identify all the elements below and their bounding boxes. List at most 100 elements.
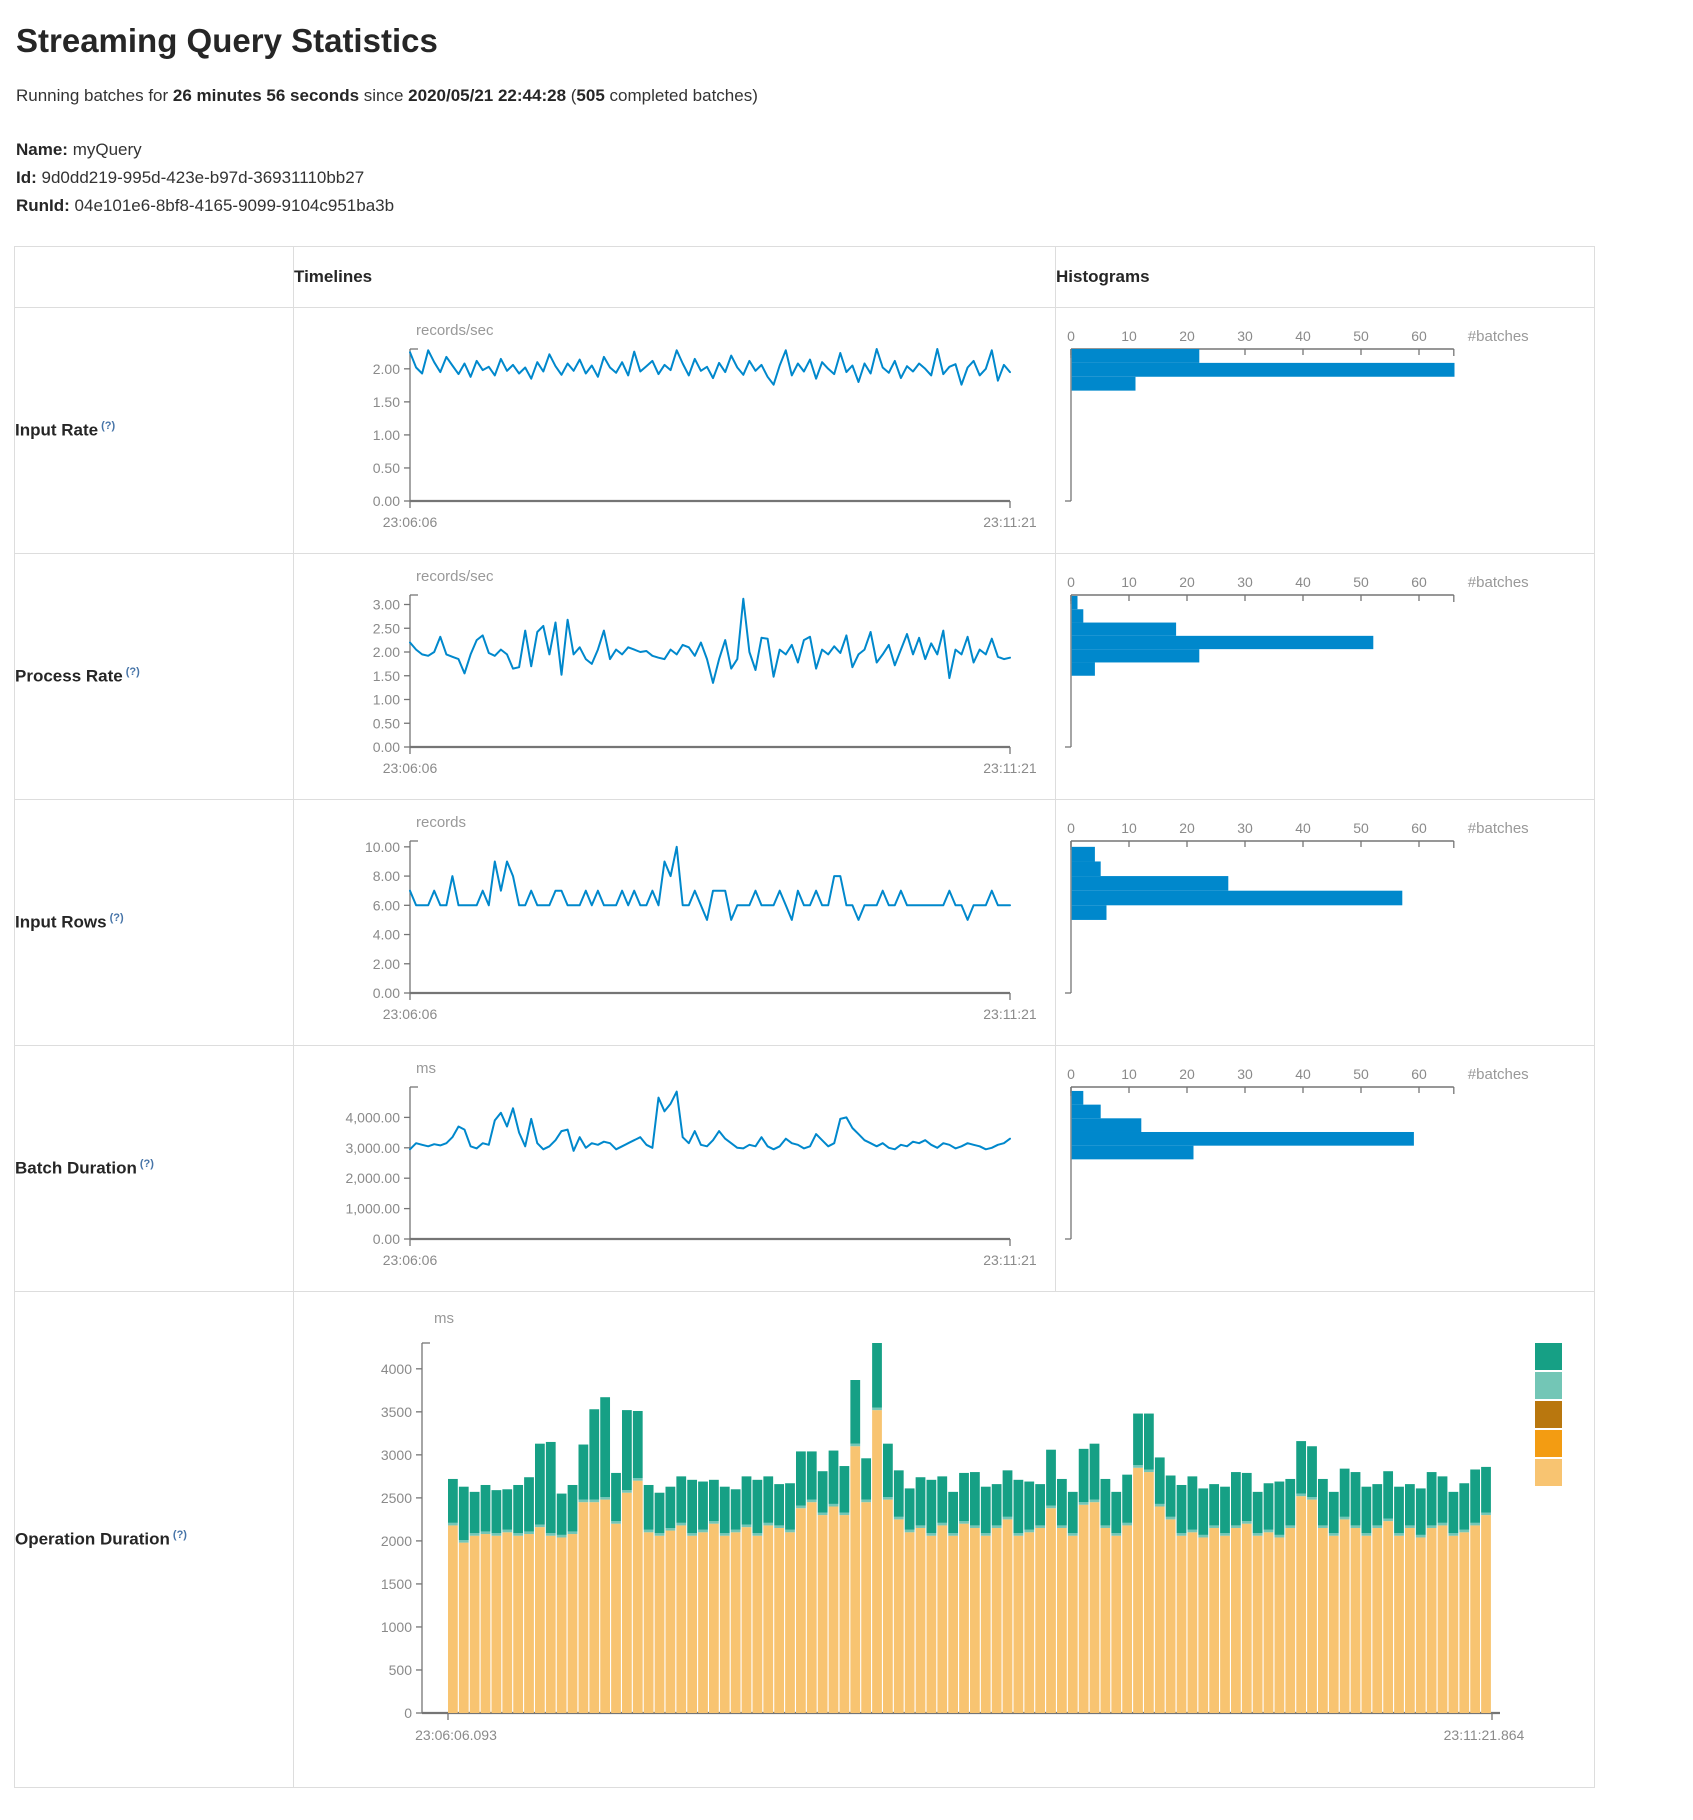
query-metadata: Name: myQuery Id: 9d0dd219-995d-423e-b97… <box>16 136 1693 220</box>
svg-text:2.50: 2.50 <box>373 620 400 636</box>
input-rows-timeline-cell: records 0.00 2.00 4.00 6.00 8.00 10.00 23:06:06… <box>293 799 1056 1046</box>
svg-text:40: 40 <box>1295 328 1311 344</box>
help-icon[interactable]: (?) <box>125 666 140 679</box>
summary-suffix: completed batches) <box>604 86 758 105</box>
svg-text:60: 60 <box>1411 574 1427 590</box>
svg-text:0.50: 0.50 <box>373 459 400 475</box>
metric-label: Process Rate <box>15 666 123 686</box>
operation-duration-stacked-chart: ms 0 500 1000 1500 2000 2500 3000 3500 4000 23:06:… <box>381 1310 1562 1743</box>
svg-text:0: 0 <box>404 1705 412 1721</box>
input-rate-timeline-cell: records/sec 0.00 0.50 1.00 1.50 2.00 23:06:06 2… <box>293 307 1056 554</box>
svg-text:50: 50 <box>1353 574 1369 590</box>
svg-text:10: 10 <box>1121 820 1137 836</box>
svg-text:2.00: 2.00 <box>373 955 400 971</box>
svg-text:60: 60 <box>1411 328 1427 344</box>
timelines-header: Timelines <box>293 246 1056 308</box>
input-rows-label-cell: Input Rows (?) <box>14 799 294 1046</box>
batch-duration-label-cell: Batch Duration (?) <box>14 1045 294 1292</box>
svg-text:2.00: 2.00 <box>373 644 400 660</box>
table-header-row: Timelines Histograms <box>14 246 1595 308</box>
help-icon[interactable]: (?) <box>101 420 116 433</box>
svg-text:0.00: 0.00 <box>373 1231 400 1247</box>
svg-text:23:06:06: 23:06:06 <box>383 1006 438 1022</box>
svg-text:#batches: #batches <box>1468 574 1529 591</box>
running-duration: 26 minutes 56 seconds <box>172 86 360 105</box>
svg-text:6.00: 6.00 <box>373 897 400 913</box>
start-timestamp: 2020/05/21 22:44:28 <box>408 86 567 105</box>
svg-text:2,000.00: 2,000.00 <box>346 1170 401 1186</box>
help-icon[interactable]: (?) <box>139 1158 154 1171</box>
batch-duration-timeline-cell: ms 0.00 1,000.00 2,000.00 3,000.00 4,000.00 23… <box>293 1045 1056 1292</box>
batch-duration-histogram-chart: 0 10 20 30 40 50 60 #batches <box>1065 1066 1529 1240</box>
input-rows-timeline-chart: records 0.00 2.00 4.00 6.00 8.00 10.00 23:06:06… <box>365 814 1037 1022</box>
svg-text:3,000.00: 3,000.00 <box>346 1139 401 1155</box>
svg-text:30: 30 <box>1237 328 1253 344</box>
svg-text:records/sec: records/sec <box>416 568 494 585</box>
svg-text:50: 50 <box>1353 1066 1369 1082</box>
metric-label: Batch Duration <box>15 1158 137 1178</box>
summary-mid: since <box>359 86 409 105</box>
svg-text:23:11:21: 23:11:21 <box>983 760 1037 776</box>
svg-text:23:11:21: 23:11:21 <box>983 514 1037 530</box>
svg-text:0.00: 0.00 <box>373 739 400 755</box>
runid-label: RunId: <box>16 196 70 215</box>
svg-text:10.00: 10.00 <box>365 838 400 854</box>
summary-prefix: Running batches for <box>16 86 173 105</box>
table-row: Process Rate (?) records/sec 0.00 0.50 1.00 1… <box>14 553 1595 800</box>
query-name: myQuery <box>67 140 142 159</box>
svg-text:23:11:21.864: 23:11:21.864 <box>1444 1727 1525 1743</box>
table-row: Input Rate (?) records/sec 0.00 0.50 1.00 1.5… <box>14 307 1595 554</box>
svg-text:3.00: 3.00 <box>373 596 400 612</box>
svg-text:2.00: 2.00 <box>373 360 400 376</box>
svg-text:20: 20 <box>1179 820 1195 836</box>
empty-header-cell <box>14 246 294 308</box>
svg-text:60: 60 <box>1411 820 1427 836</box>
svg-text:1,000.00: 1,000.00 <box>346 1200 401 1216</box>
input-rate-histogram-cell: 0 10 20 30 40 50 60 #batches <box>1055 307 1595 554</box>
name-label: Name: <box>16 140 68 159</box>
statistics-table: Timelines Histograms Input Rate (?) recor… <box>14 246 1595 1788</box>
metric-label: Input Rate <box>15 420 99 440</box>
svg-text:3000: 3000 <box>381 1446 412 1462</box>
process-rate-histogram-chart: 0 10 20 30 40 50 60 #batches <box>1065 574 1529 748</box>
help-icon[interactable]: (?) <box>109 912 124 925</box>
paren-open: ( <box>566 86 577 105</box>
operation-duration-label-cell: Operation Duration (?) <box>14 1291 294 1788</box>
table-row: Batch Duration (?) ms 0.00 1,000.00 2,000.00… <box>14 1045 1595 1292</box>
process-rate-histogram-cell: 0 10 20 30 40 50 60 #batches <box>1055 553 1595 800</box>
svg-text:0: 0 <box>1067 574 1075 590</box>
input-rate-histogram-chart: 0 10 20 30 40 50 60 #batches <box>1065 328 1529 502</box>
metric-label: Input Rows <box>15 912 107 932</box>
svg-text:40: 40 <box>1295 1066 1311 1082</box>
input-rows-histogram-cell: 0 10 20 30 40 50 60 #batches <box>1055 799 1595 1046</box>
query-name-line: Name: myQuery <box>16 136 1693 164</box>
svg-text:0: 0 <box>1067 328 1075 344</box>
input-rate-label-cell: Input Rate (?) <box>14 307 294 554</box>
svg-text:#batches: #batches <box>1468 1066 1529 1083</box>
svg-text:#batches: #batches <box>1468 820 1529 837</box>
batch-duration-histogram-cell: 0 10 20 30 40 50 60 #batches <box>1055 1045 1595 1292</box>
query-runid-line: RunId: 04e101e6-8bf8-4165-9099-9104c951b… <box>16 192 1693 220</box>
svg-text:23:06:06: 23:06:06 <box>383 760 438 776</box>
svg-text:2000: 2000 <box>381 1532 412 1548</box>
svg-text:30: 30 <box>1237 1066 1253 1082</box>
table-row: Operation Duration (?) ms 0 500 1000 1500 2000… <box>14 1291 1595 1788</box>
input-rows-histogram-chart: 0 10 20 30 40 50 60 #batches <box>1065 820 1529 994</box>
running-batches-summary: Running batches for 26 minutes 56 second… <box>16 86 1693 106</box>
svg-text:1.00: 1.00 <box>373 426 400 442</box>
svg-text:23:06:06: 23:06:06 <box>383 514 438 530</box>
svg-text:10: 10 <box>1121 328 1137 344</box>
help-icon[interactable]: (?) <box>172 1529 187 1542</box>
svg-text:20: 20 <box>1179 574 1195 590</box>
svg-text:0: 0 <box>1067 820 1075 836</box>
svg-text:0.00: 0.00 <box>373 985 400 1001</box>
svg-text:1000: 1000 <box>381 1618 412 1634</box>
batch-duration-timeline-chart: ms 0.00 1,000.00 2,000.00 3,000.00 4,000.00 23… <box>346 1060 1037 1268</box>
svg-text:23:06:06.093: 23:06:06.093 <box>415 1727 497 1743</box>
svg-text:#batches: #batches <box>1468 328 1529 345</box>
svg-text:60: 60 <box>1411 1066 1427 1082</box>
operation-duration-chart-cell: ms 0 500 1000 1500 2000 2500 3000 3500 4000 23:06:… <box>293 1291 1595 1788</box>
svg-text:3500: 3500 <box>381 1403 412 1419</box>
svg-text:40: 40 <box>1295 820 1311 836</box>
